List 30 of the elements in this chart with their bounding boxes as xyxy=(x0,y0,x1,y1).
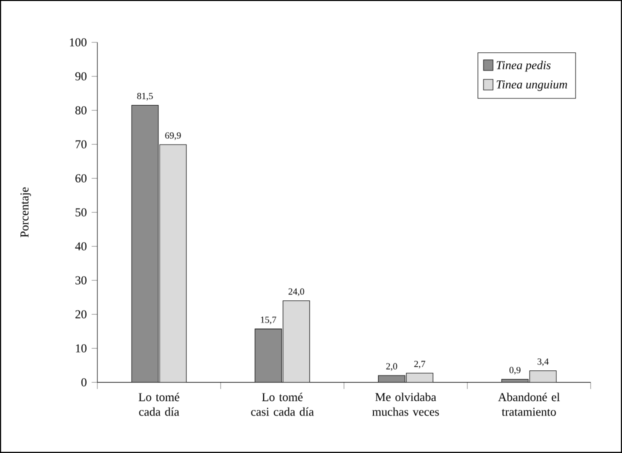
y-tick-label: 70 xyxy=(76,140,86,148)
data-label: 2,0 xyxy=(386,363,398,371)
y-tick-label: 30 xyxy=(76,276,86,284)
y-tick-label: 50 xyxy=(76,208,86,216)
y-tick-label: 20 xyxy=(75,310,86,318)
bar xyxy=(283,300,310,382)
y-tick-label: 80 xyxy=(75,106,86,114)
legend-label: Tinea unguium xyxy=(496,80,568,91)
y-tick-label: 100 xyxy=(70,38,86,46)
y-tick-label: 10 xyxy=(76,344,86,352)
data-label: 81,5 xyxy=(137,92,153,101)
data-label: 2,7 xyxy=(414,360,426,368)
legend-label: Tinea pedis xyxy=(496,60,551,72)
y-axis-title: Porcentaje xyxy=(20,187,31,238)
y-tick-label: 0 xyxy=(81,378,86,386)
x-tick-label: Lo tomé cada día xyxy=(138,392,180,416)
bar xyxy=(529,370,557,382)
data-label: 69,9 xyxy=(165,132,181,140)
y-tick-label: 90 xyxy=(75,72,86,80)
x-tick-label: Abandoné el tratamiento xyxy=(498,392,560,416)
bar xyxy=(160,144,186,382)
data-label: 0,9 xyxy=(510,366,520,375)
data-label: 3,4 xyxy=(538,358,549,366)
bar xyxy=(406,373,433,382)
x-tick-label: Me olvidaba muchas veces xyxy=(372,392,439,416)
data-label: 15,7 xyxy=(260,316,276,324)
data-label: 24,0 xyxy=(288,288,304,296)
x-tick-label: Lo tomé casi cada día xyxy=(251,392,314,416)
y-tick-label: 40 xyxy=(75,242,86,250)
y-tick-label: 60 xyxy=(75,174,86,182)
